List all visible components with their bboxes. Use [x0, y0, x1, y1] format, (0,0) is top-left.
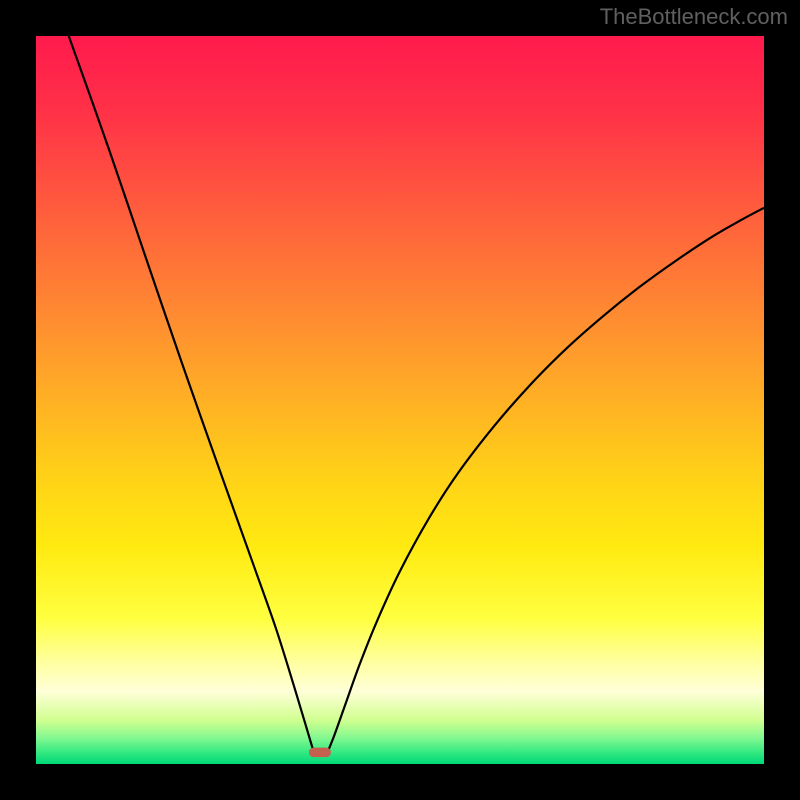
curve-right-branch [327, 208, 764, 753]
attribution-text: TheBottleneck.com [600, 4, 788, 30]
plot-area [36, 36, 764, 764]
minimum-marker [309, 748, 331, 757]
curve-left-branch [69, 36, 314, 753]
curve-overlay [36, 36, 764, 764]
